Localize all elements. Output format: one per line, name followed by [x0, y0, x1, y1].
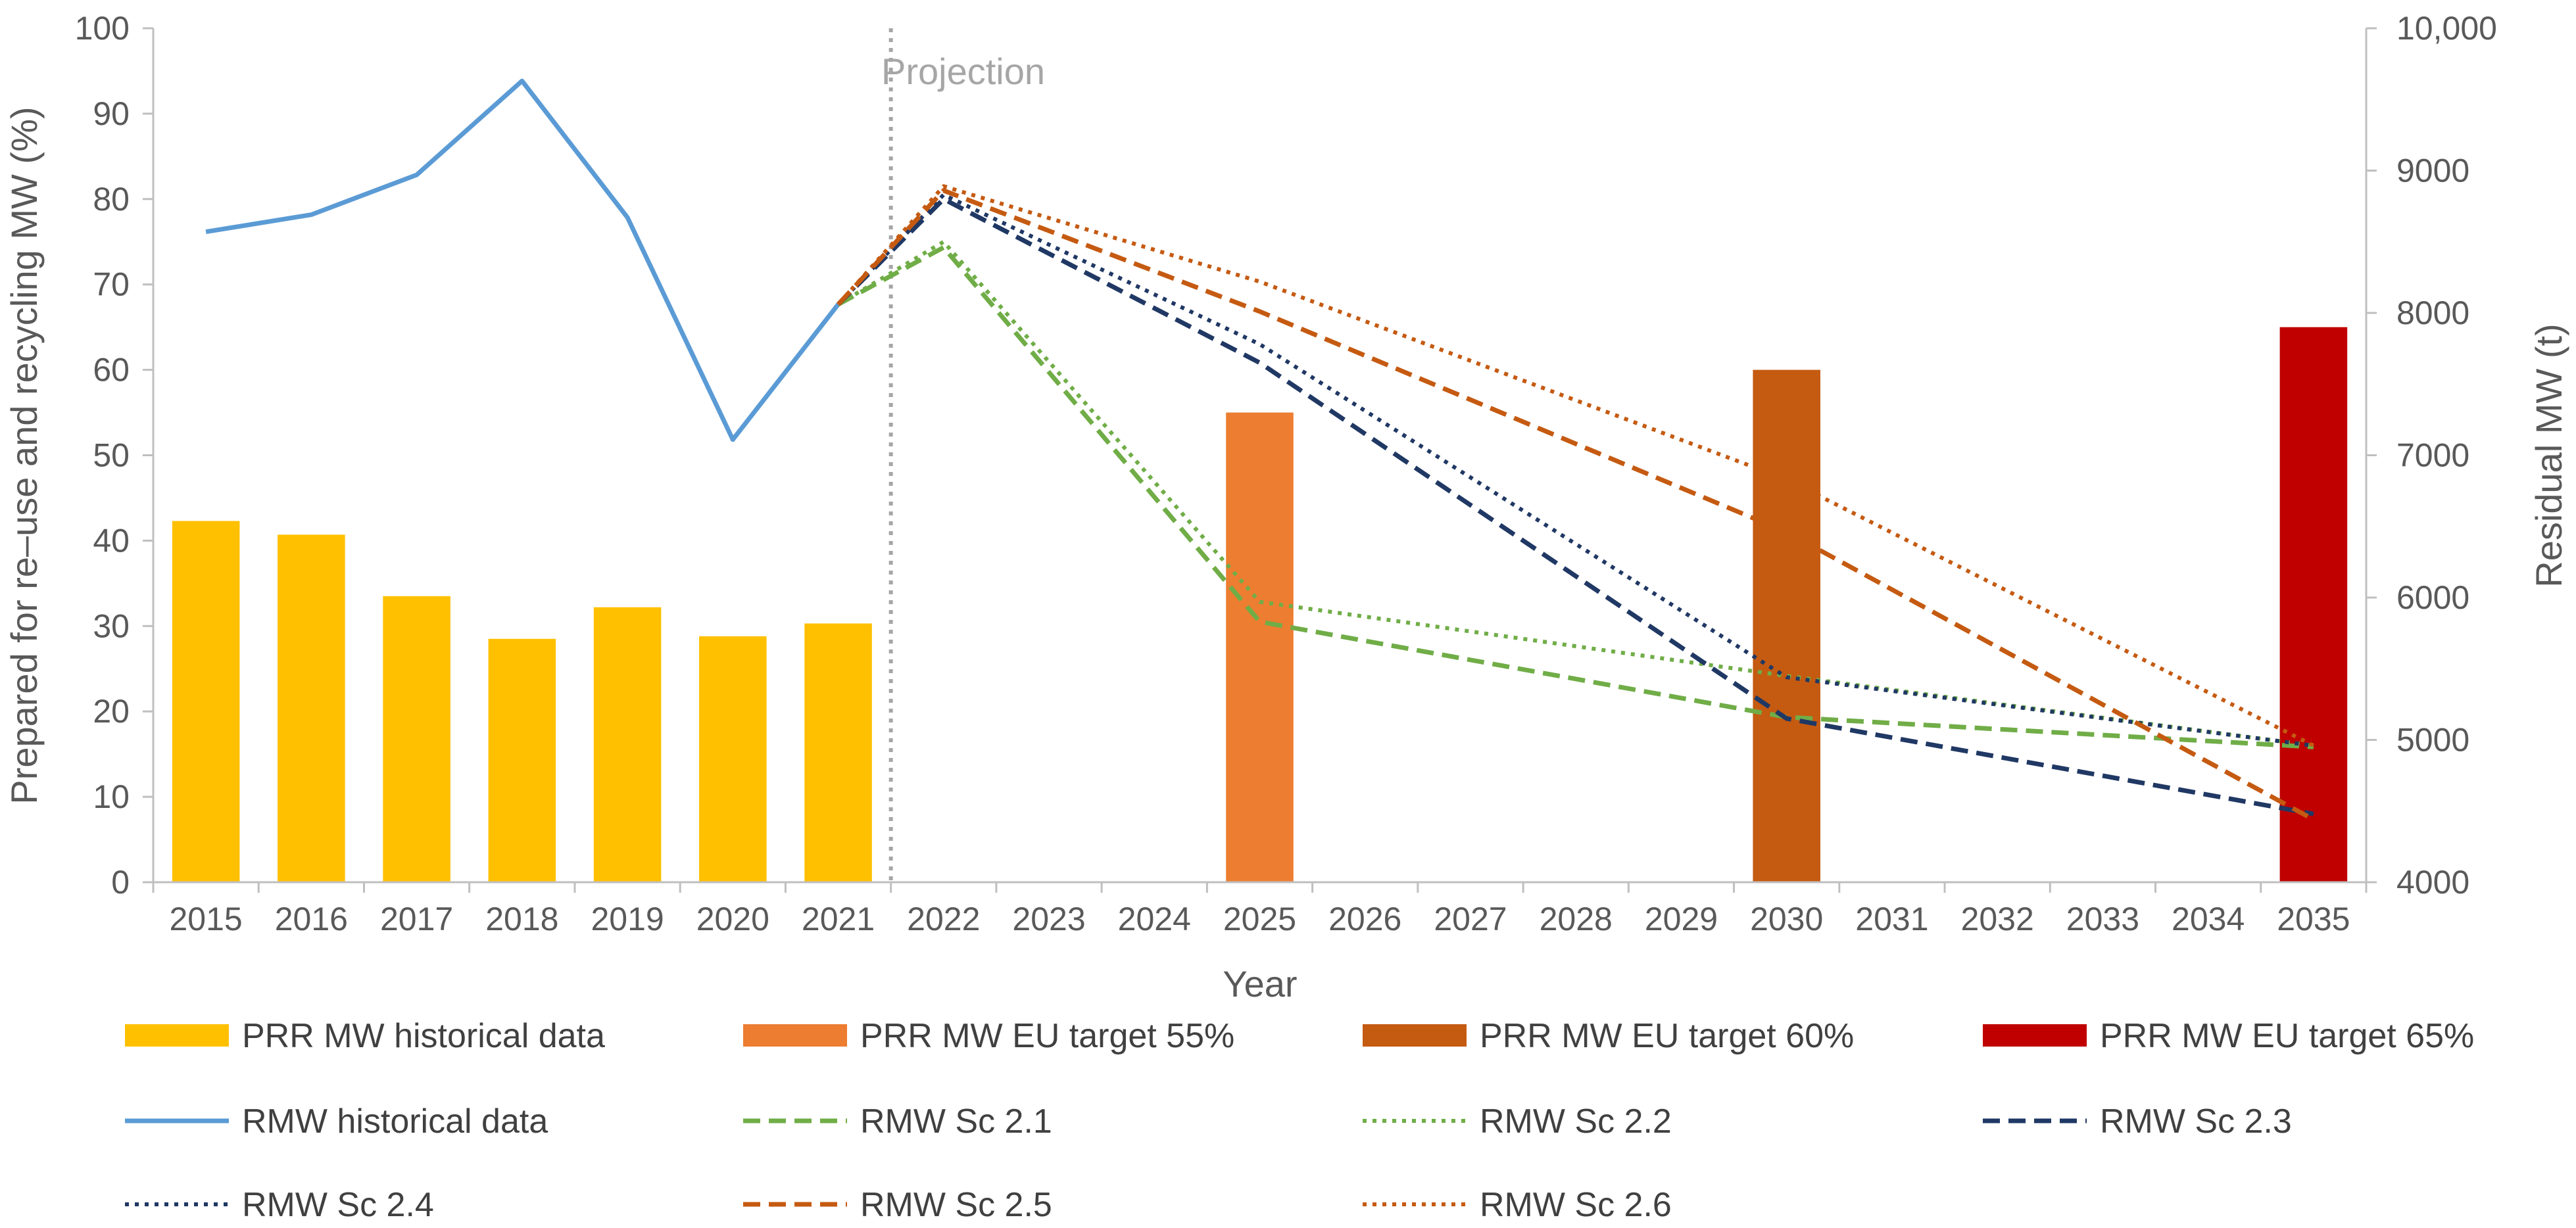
y2-tick-label: 5000 [2396, 722, 2469, 759]
legend-label: PRR MW EU target 65% [2100, 1017, 2474, 1055]
y2-tick-label: 4000 [2396, 864, 2469, 901]
series-line-rmw-sc-2-2 [837, 239, 2314, 748]
series-line-rmw-sc-2-5 [836, 188, 2315, 822]
x-tick-label: 2027 [1434, 901, 1507, 937]
x-tick-label: 2017 [380, 901, 453, 937]
x-tick-label: 2015 [170, 901, 243, 937]
legend-label: PRR MW EU target 60% [1480, 1017, 1854, 1055]
y2-axis-title: Residual MW (t) [2528, 323, 2569, 587]
bar-prr-mw-eu-target-65-2035 [2279, 327, 2348, 882]
legend-label: RMW Sc 2.3 [2100, 1102, 2292, 1141]
legend-swatch [1983, 1024, 2087, 1047]
x-tick-label: 2028 [1540, 901, 1613, 937]
legend-swatch [125, 1024, 229, 1047]
axes-layer: 0102030405060708090100400050006000700080… [75, 10, 2497, 937]
bar-prr-mw-eu-target-60-2030 [1753, 369, 1820, 882]
legend: PRR MW historical data PRR MW EU target 5… [125, 1017, 2474, 1224]
legend-label: RMW Sc 2.5 [860, 1186, 1052, 1224]
y-tick-label: 100 [75, 10, 130, 47]
y2-tick-label: 6000 [2396, 579, 2469, 616]
y-tick-label: 90 [93, 95, 130, 132]
y-tick-label: 20 [93, 693, 130, 730]
y-tick-label: 70 [93, 266, 130, 303]
series-line-rmw-sc-2-6 [837, 184, 2315, 747]
legend-item-rmw-sc-2-4: RMW Sc 2.4 [125, 1186, 434, 1224]
y2-tick-label: 9000 [2396, 153, 2469, 189]
y2-tick-label: 10,000 [2396, 10, 2497, 47]
x-tick-label: 2025 [1223, 901, 1296, 937]
series-line-rmw-historical-data [205, 78, 840, 442]
legend-item-rmw-historical-data: RMW historical data [125, 1102, 548, 1141]
lines-layer [205, 78, 2315, 822]
x-axis-title: Year [1223, 963, 1297, 1004]
y-tick-label: 0 [111, 864, 130, 901]
x-tick-label: 2033 [2066, 901, 2139, 937]
legend-item-rmw-sc-2-2: RMW Sc 2.2 [1363, 1102, 1672, 1141]
bar-prr-mw-historical-data-2020 [699, 636, 767, 882]
legend-item-prr-mw-eu-target-65: PRR MW EU target 65% [1983, 1017, 2474, 1055]
y2-tick-label: 7000 [2396, 437, 2469, 474]
x-tick-label: 2032 [1961, 901, 2034, 937]
bars-layer [172, 327, 2348, 882]
bar-prr-mw-historical-data-2016 [278, 534, 345, 882]
x-tick-label: 2020 [696, 901, 769, 937]
bar-prr-mw-historical-data-2017 [383, 596, 450, 882]
bar-prr-mw-historical-data-2019 [593, 607, 662, 882]
legend-label: RMW Sc 2.4 [242, 1186, 434, 1224]
x-tick-label: 2024 [1118, 901, 1191, 937]
bar-prr-mw-historical-data-2015 [172, 521, 240, 882]
legend-item-prr-mw-historical-data: PRR MW historical data [125, 1017, 605, 1055]
legend-item-prr-mw-eu-target-60: PRR MW EU target 60% [1363, 1017, 1854, 1055]
series-line-rmw-sc-2-3 [837, 197, 2314, 816]
legend-swatch [743, 1024, 847, 1047]
legend-item-rmw-sc-2-6: RMW Sc 2.6 [1363, 1186, 1672, 1224]
legend-label: PRR MW historical data [242, 1017, 605, 1055]
x-tick-label: 2023 [1012, 901, 1085, 937]
legend-label: RMW Sc 2.2 [1480, 1102, 1672, 1141]
y-tick-label: 50 [93, 437, 130, 474]
x-tick-label: 2029 [1645, 901, 1718, 937]
x-tick-label: 2035 [2277, 901, 2350, 937]
legend-label: RMW Sc 2.1 [860, 1102, 1052, 1141]
legend-item-rmw-sc-2-5: RMW Sc 2.5 [743, 1186, 1052, 1224]
series-line-rmw-sc-2-1 [837, 245, 2314, 749]
bar-prr-mw-eu-target-55-2025 [1226, 412, 1294, 882]
x-tick-label: 2016 [275, 901, 348, 937]
legend-item-rmw-sc-2-1: RMW Sc 2.1 [743, 1102, 1052, 1141]
y-tick-label: 40 [93, 522, 130, 559]
legend-label: RMW Sc 2.6 [1480, 1186, 1672, 1224]
projection-label: Projection [881, 51, 1045, 92]
y2-tick-label: 8000 [2396, 295, 2469, 331]
y-tick-label: 30 [93, 607, 130, 644]
x-tick-label: 2021 [802, 901, 875, 937]
x-tick-label: 2031 [1855, 901, 1928, 937]
x-tick-label: 2019 [591, 901, 664, 937]
legend-swatch [1363, 1024, 1467, 1047]
legend-label: PRR MW EU target 55% [860, 1017, 1234, 1055]
y-tick-label: 60 [93, 352, 130, 389]
x-tick-label: 2030 [1750, 901, 1823, 937]
x-tick-label: 2026 [1328, 901, 1401, 937]
legend-label: RMW historical data [242, 1102, 548, 1141]
series-line-rmw-sc-2-4 [837, 193, 2314, 748]
bar-prr-mw-historical-data-2021 [804, 623, 872, 882]
y-tick-label: 80 [93, 181, 130, 218]
y-axis-title: Prepared for re–use and recycling MW (%) [3, 106, 45, 804]
legend-item-rmw-sc-2-3: RMW Sc 2.3 [1983, 1102, 2292, 1141]
bar-prr-mw-historical-data-2018 [488, 638, 556, 882]
y-tick-label: 10 [93, 778, 130, 815]
x-tick-label: 2034 [2172, 901, 2245, 937]
x-tick-label: 2022 [907, 901, 980, 937]
legend-item-prr-mw-eu-target-55: PRR MW EU target 55% [743, 1017, 1234, 1055]
x-tick-label: 2018 [485, 901, 558, 937]
